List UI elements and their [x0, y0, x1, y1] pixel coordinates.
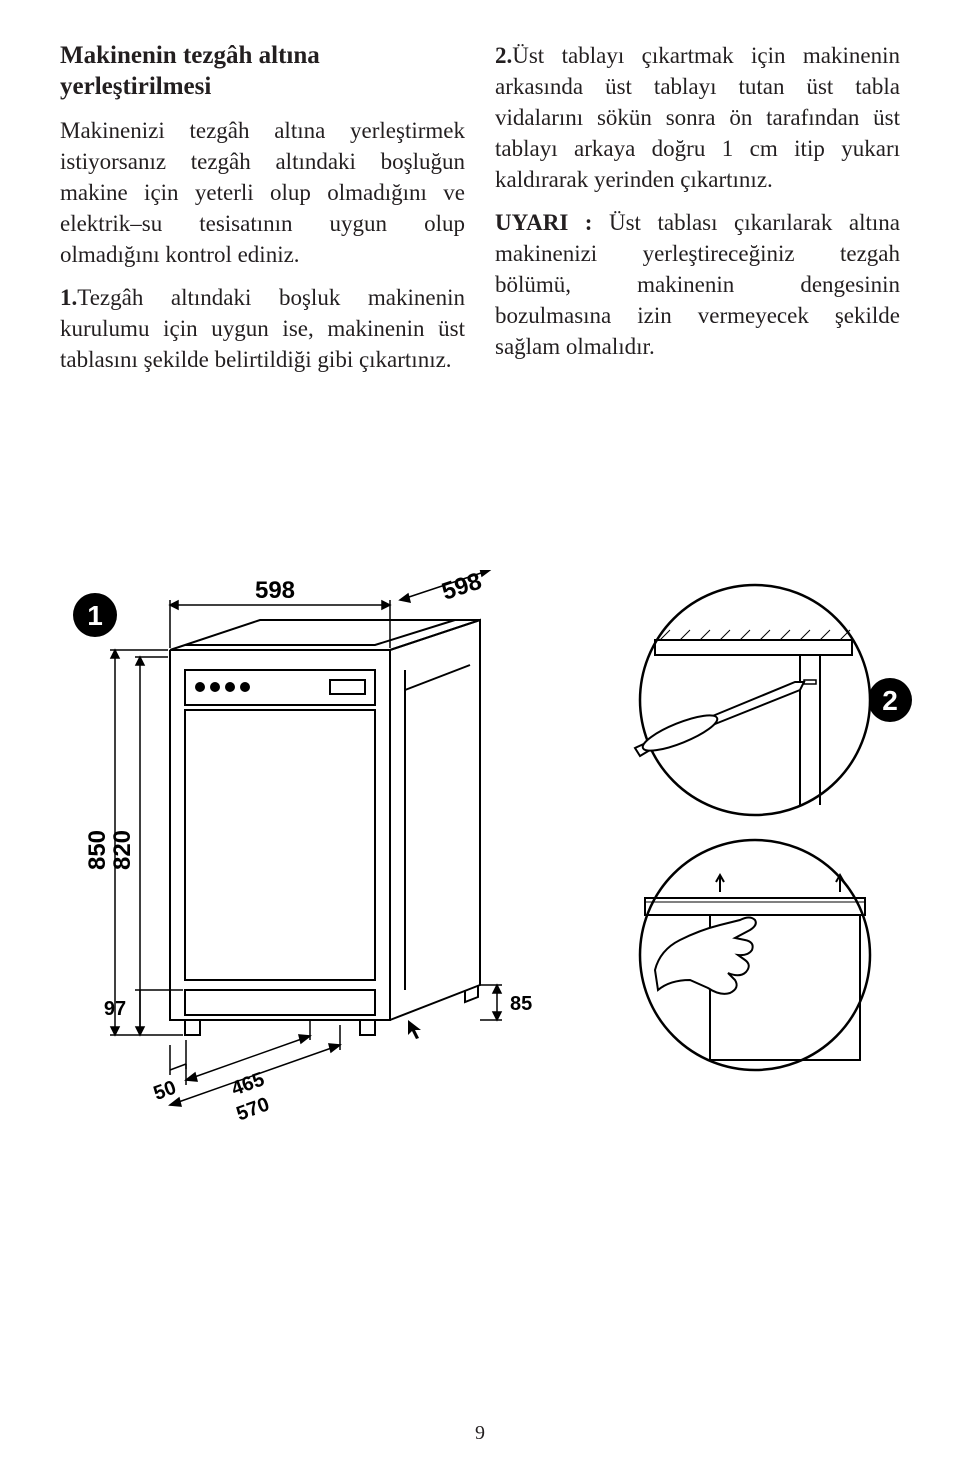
- text-content: Makinenin tezgâh altına yerleştirilmesi …: [60, 40, 900, 387]
- badge-2-text: 2: [882, 685, 898, 716]
- dim-85-label: 85: [510, 993, 532, 1015]
- right-column: 2.Üst tablayı çıkartmak için maki­nenin …: [495, 40, 900, 387]
- step-2: 2.Üst tablayı çıkartmak için maki­nenin …: [495, 40, 900, 195]
- dim-598-front-label: 598: [255, 577, 295, 604]
- page-number: 9: [0, 1422, 960, 1445]
- detail-circle-2: [640, 840, 870, 1070]
- step-1-label: 1.: [60, 285, 77, 310]
- diagram-svg: 1 2: [0, 570, 960, 1270]
- installation-diagram: 1 2: [0, 570, 960, 1270]
- left-column: Makinenin tezgâh altına yerleştirilmesi …: [60, 40, 465, 387]
- dim-820: [135, 657, 168, 1035]
- step-1: 1.Tezgâh altındaki boşluk makine­nin kur…: [60, 282, 465, 375]
- detail-circle-1: [635, 585, 870, 815]
- cursor-icon: [408, 1020, 421, 1039]
- section-heading: Makinenin tezgâh altına yerleştirilmesi: [60, 40, 465, 103]
- dim-820-label: 820: [109, 830, 136, 870]
- dim-97-label: 97: [104, 998, 126, 1020]
- dim-598-depth-label: 598: [439, 570, 485, 606]
- dishwasher-drawing: [170, 620, 480, 1035]
- step-2-text: Üst tablayı çıkartmak için maki­nenin ar…: [495, 43, 900, 192]
- step-1-text: Tezgâh altındaki boşluk makine­nin kurul…: [60, 285, 465, 372]
- dim-570: [170, 1025, 340, 1106]
- dim-50: [170, 1040, 186, 1075]
- intro-paragraph: Makinenizi tezgâh altına yerleştir­mek i…: [60, 115, 465, 270]
- dim-850-label: 850: [84, 830, 111, 870]
- step-2-label: 2.: [495, 43, 512, 68]
- dim-85: [480, 985, 502, 1020]
- dim-598-front: [170, 600, 390, 648]
- badge-1-text: 1: [87, 600, 103, 631]
- warning-paragraph: UYARI : Üst tablası çıkarılarak al­tına …: [495, 207, 900, 362]
- warning-label: UYARI :: [495, 210, 592, 235]
